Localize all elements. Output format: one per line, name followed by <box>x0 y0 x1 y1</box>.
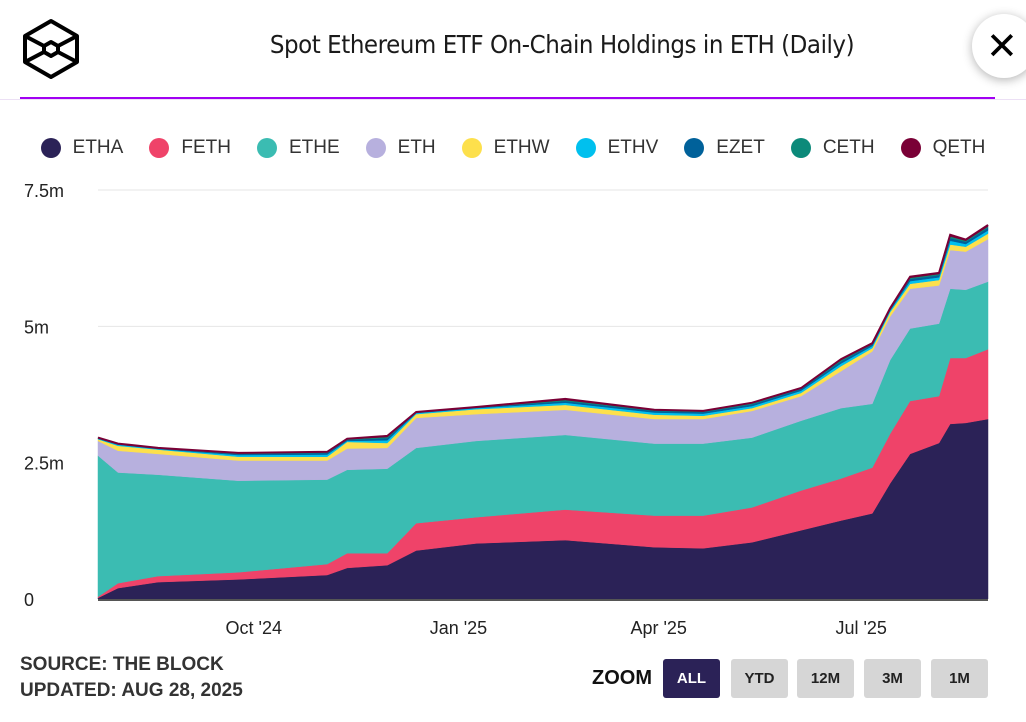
x-tick-label: Oct '24 <box>226 618 282 638</box>
x-tick-label: Jul '25 <box>835 618 886 638</box>
zoom-label: ZOOM <box>592 667 652 689</box>
x-tick-label: Jan '25 <box>430 618 487 638</box>
legend-dot-icon <box>575 138 596 158</box>
legend-dot-icon <box>40 138 61 158</box>
zoom-ytd-button[interactable]: YTD <box>731 659 788 698</box>
legend-item-feth[interactable]: FETH <box>149 137 231 159</box>
the-block-logo <box>23 19 79 79</box>
y-tick-label: 5m <box>24 317 49 337</box>
zoom-3m-button[interactable]: 3M <box>864 659 921 698</box>
y-tick-label: 0 <box>24 590 34 610</box>
source-text: SOURCE: THE BLOCK <box>20 654 224 675</box>
divider <box>0 99 1026 100</box>
chart-title: Spot Ethereum ETF On-Chain Holdings in E… <box>269 30 855 59</box>
zoom-12m-button[interactable]: 12M <box>797 659 854 698</box>
legend-dot-icon <box>684 138 705 158</box>
title-underline <box>20 97 995 99</box>
legend-label: ETHA <box>72 137 124 158</box>
legend-item-ethe[interactable]: ETHE <box>256 137 340 159</box>
legend-item-ethw[interactable]: ETHW <box>461 137 550 159</box>
legend-dot-icon <box>900 138 921 158</box>
legend-dot-icon <box>365 138 386 158</box>
legend-item-etha[interactable]: ETHA <box>40 137 124 159</box>
total-outline <box>97 224 989 454</box>
close-icon: ✕ <box>986 24 1018 68</box>
legend-label: CETH <box>822 137 875 158</box>
legend-item-ceth[interactable]: CETH <box>790 137 875 159</box>
legend-dot-icon <box>790 138 811 158</box>
legend-dot-icon <box>461 138 482 158</box>
zoom-all-button[interactable]: ALL <box>663 659 720 698</box>
y-tick-label: 7.5m <box>24 181 64 201</box>
close-button[interactable]: ✕ <box>972 14 1026 78</box>
x-tick-label: Apr '25 <box>630 618 686 638</box>
legend-item-ethv[interactable]: ETHV <box>575 137 659 159</box>
legend-label: FETH <box>181 137 231 158</box>
legend-label: EZET <box>716 137 765 158</box>
legend-item-qeth[interactable]: QETH <box>900 137 986 159</box>
legend-label: ETHE <box>288 137 340 158</box>
zoom-1m-button[interactable]: 1M <box>931 659 988 698</box>
legend-label: ETHV <box>607 137 659 158</box>
legend-dot-icon <box>149 138 170 158</box>
legend: ETHA FETH ETHE ETH ETHW ETHV EZET CETH QETH <box>0 137 1026 159</box>
legend-label: ETHW <box>493 137 550 158</box>
legend-dot-icon <box>256 138 277 158</box>
updated-text: UPDATED: AUG 28, 2025 <box>20 680 243 701</box>
legend-item-eth[interactable]: ETH <box>365 137 436 159</box>
legend-item-ezet[interactable]: EZET <box>684 137 765 159</box>
source-info: SOURCE: THE BLOCK UPDATED: AUG 28, 2025 <box>20 652 243 704</box>
legend-label: QETH <box>932 137 986 158</box>
y-tick-label: 2.5m <box>24 454 64 474</box>
legend-label: ETH <box>397 137 436 158</box>
